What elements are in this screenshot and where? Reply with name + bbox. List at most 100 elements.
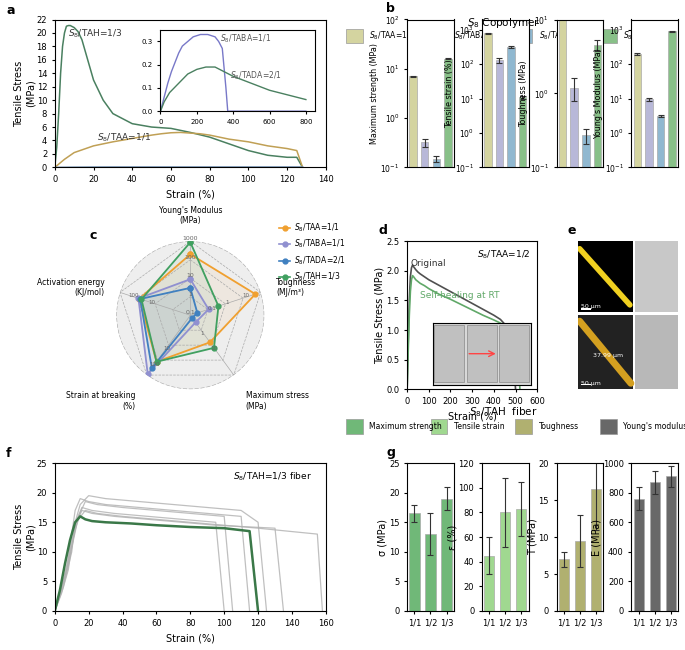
Bar xyxy=(581,384,590,385)
Bar xyxy=(657,116,664,650)
Bar xyxy=(581,308,590,310)
Bar xyxy=(634,499,644,611)
Text: $S_8$/TAA=1/2: $S_8$/TAA=1/2 xyxy=(477,249,531,261)
Text: 10: 10 xyxy=(242,293,249,298)
Bar xyxy=(444,58,451,650)
Y-axis label: T (MPa): T (MPa) xyxy=(527,519,537,556)
Text: $S_8$/TABA=1/1: $S_8$/TABA=1/1 xyxy=(454,29,505,42)
Bar xyxy=(508,47,515,650)
Bar xyxy=(431,419,447,434)
Y-axis label: Tensile Stress (MPa): Tensile Stress (MPa) xyxy=(375,266,385,364)
Bar xyxy=(571,88,578,650)
Bar xyxy=(500,512,510,611)
Text: Maximum stress
(MPa): Maximum stress (MPa) xyxy=(245,391,308,411)
Bar xyxy=(515,419,532,434)
Bar xyxy=(582,135,590,650)
Text: 1: 1 xyxy=(201,331,204,336)
Bar xyxy=(600,419,616,434)
Bar xyxy=(559,0,566,650)
Bar xyxy=(635,315,678,389)
Bar xyxy=(669,31,676,650)
Text: Young's Modulus
(MPa): Young's Modulus (MPa) xyxy=(158,205,222,225)
Text: f: f xyxy=(6,447,12,460)
Text: 50 μm: 50 μm xyxy=(581,382,601,386)
Bar xyxy=(577,241,633,312)
Y-axis label: Toughness (MPa): Toughness (MPa) xyxy=(519,60,529,127)
Text: 100: 100 xyxy=(184,255,196,260)
Text: g: g xyxy=(386,446,395,459)
Text: e: e xyxy=(568,224,576,237)
Bar xyxy=(432,159,440,650)
Bar xyxy=(484,33,492,650)
Bar xyxy=(666,476,676,611)
Polygon shape xyxy=(140,288,197,368)
Bar xyxy=(409,514,420,611)
X-axis label: Strain (%): Strain (%) xyxy=(448,411,497,421)
Bar xyxy=(577,315,633,389)
Text: d: d xyxy=(379,224,388,237)
Y-axis label: Maximum strength (MPa): Maximum strength (MPa) xyxy=(370,43,379,144)
Text: Strain at breaking
(%): Strain at breaking (%) xyxy=(66,391,135,411)
Text: 1: 1 xyxy=(225,300,228,305)
Text: 50 μm: 50 μm xyxy=(581,304,601,309)
Bar xyxy=(421,142,428,650)
Polygon shape xyxy=(138,280,209,374)
Y-axis label: ε (%): ε (%) xyxy=(447,525,457,550)
Text: 1000: 1000 xyxy=(183,237,198,241)
Bar xyxy=(441,499,451,611)
Bar xyxy=(634,54,641,650)
Text: b: b xyxy=(386,2,395,15)
Bar xyxy=(431,29,447,43)
Text: 10: 10 xyxy=(210,346,218,351)
Bar xyxy=(645,99,653,650)
Bar xyxy=(649,482,660,611)
Text: Original: Original xyxy=(410,259,446,268)
Text: Activation energy
(KJ/mol): Activation energy (KJ/mol) xyxy=(37,278,105,297)
Text: 0.1: 0.1 xyxy=(186,310,195,315)
Polygon shape xyxy=(141,242,219,362)
Bar xyxy=(600,29,616,43)
Text: $S_8$/TAH  fiber: $S_8$/TAH fiber xyxy=(469,406,538,419)
Bar xyxy=(346,29,362,43)
Bar xyxy=(594,45,601,650)
Y-axis label: σ (MPa): σ (MPa) xyxy=(377,519,388,556)
Bar xyxy=(516,509,527,611)
Text: $S_8$ Copolymer: $S_8$ Copolymer xyxy=(467,16,540,31)
Text: $S_8$/TAA=1/1: $S_8$/TAA=1/1 xyxy=(369,29,415,42)
Bar xyxy=(591,489,601,611)
X-axis label: Strain (%): Strain (%) xyxy=(166,190,215,200)
Text: 37.99 μm: 37.99 μm xyxy=(593,353,623,358)
Polygon shape xyxy=(139,254,256,362)
Text: $S_8$/TAH=1/3: $S_8$/TAH=1/3 xyxy=(68,27,123,40)
Y-axis label: Tensile Stress
(MPa): Tensile Stress (MPa) xyxy=(14,504,35,570)
Bar xyxy=(496,60,503,650)
Text: Toughness
(MJ/m³): Toughness (MJ/m³) xyxy=(276,278,316,297)
Text: 100: 100 xyxy=(149,361,160,367)
Bar xyxy=(409,77,416,650)
X-axis label: Strain (%): Strain (%) xyxy=(166,633,215,644)
Text: $S_8$/TAH=1/3 fiber: $S_8$/TAH=1/3 fiber xyxy=(234,471,312,483)
Text: 10: 10 xyxy=(186,273,194,278)
Bar xyxy=(346,419,362,434)
Bar xyxy=(425,534,436,611)
Y-axis label: Young's Modulus (MPa): Young's Modulus (MPa) xyxy=(595,48,603,139)
Text: 1: 1 xyxy=(188,292,192,297)
Bar xyxy=(559,559,569,611)
Bar xyxy=(484,556,495,611)
Text: Self-healing at RT: Self-healing at RT xyxy=(420,291,499,300)
Y-axis label: E (MPa): E (MPa) xyxy=(591,519,601,556)
Text: 10: 10 xyxy=(149,300,155,305)
Text: 0.1: 0.1 xyxy=(208,306,216,311)
Y-axis label: Tensile strain (%): Tensile strain (%) xyxy=(445,59,453,128)
Text: c: c xyxy=(90,229,97,242)
Text: 100: 100 xyxy=(128,293,138,298)
Bar xyxy=(635,241,678,312)
Y-axis label: Tensile Stress
(MPa): Tensile Stress (MPa) xyxy=(14,60,35,127)
Text: $S_8$/TAA=1/1: $S_8$/TAA=1/1 xyxy=(97,131,151,144)
Text: a: a xyxy=(6,3,14,16)
Text: $S_8$/TAH=1/3: $S_8$/TAH=1/3 xyxy=(623,29,670,42)
Bar xyxy=(515,29,532,43)
Text: Toughness: Toughness xyxy=(538,422,579,431)
Legend: $S_8$/TAA=1/1, $S_8$/TABA=1/1, $S_8$/TADA=2/1, $S_8$/TAH=1/3: $S_8$/TAA=1/1, $S_8$/TABA=1/1, $S_8$/TAD… xyxy=(276,218,349,286)
Text: Maximum strength: Maximum strength xyxy=(369,422,442,431)
